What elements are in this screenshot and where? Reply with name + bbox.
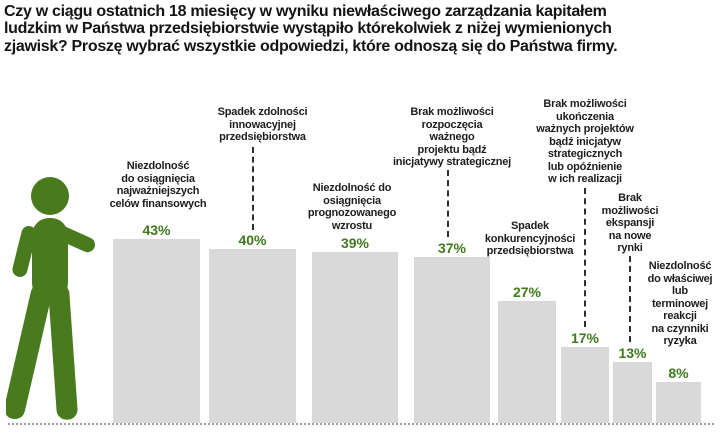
bar-value-label: 8% (668, 365, 689, 381)
bar (312, 252, 398, 423)
bar (414, 257, 490, 423)
label-connector-line (584, 188, 586, 327)
bar-category-label: Brak możliwości ekspansji na nowe rynki (601, 192, 659, 255)
bar-value-label: 43% (142, 222, 171, 238)
bar-category-label: Brak możliwości ukończenia ważnych proje… (536, 98, 634, 186)
bar-value-label: 13% (618, 345, 647, 361)
bar-value-label: 37% (437, 240, 467, 256)
label-connector-line (629, 256, 631, 342)
walking-person-icon (6, 177, 95, 420)
x-axis-line (8, 423, 714, 425)
bar (113, 239, 200, 423)
bar (656, 382, 701, 423)
bar-value-label: 40% (238, 232, 267, 248)
bar-category-label: Niezdolność do osiągnięcia prognozowaneg… (307, 182, 397, 232)
bar-category-label: Brak możliwości rozpoczęcia ważnego proj… (392, 106, 512, 169)
bar-category-label: Niezdolność do osiągnięcia najważniejszy… (109, 160, 207, 210)
bar (613, 362, 652, 423)
bar (561, 347, 609, 423)
bar (498, 301, 556, 423)
bar-value-label: 17% (570, 330, 600, 346)
label-connector-line (252, 147, 254, 230)
bar-category-label: Spadek konkurencyjności przedsiębiorstwa (484, 220, 576, 258)
bar-category-label: Spadek zdolności innowacyjnej przedsiębi… (217, 106, 308, 144)
chart-question-title: Czy w ciągu ostatnich 18 miesięcy w wyni… (4, 3, 618, 55)
bar-value-label: 39% (340, 235, 370, 251)
bar-category-label: Niezdolność do właściwej lub terminowej … (647, 260, 713, 348)
bar (209, 249, 296, 423)
label-connector-line (447, 170, 449, 237)
bar-value-label: 27% (512, 284, 542, 300)
